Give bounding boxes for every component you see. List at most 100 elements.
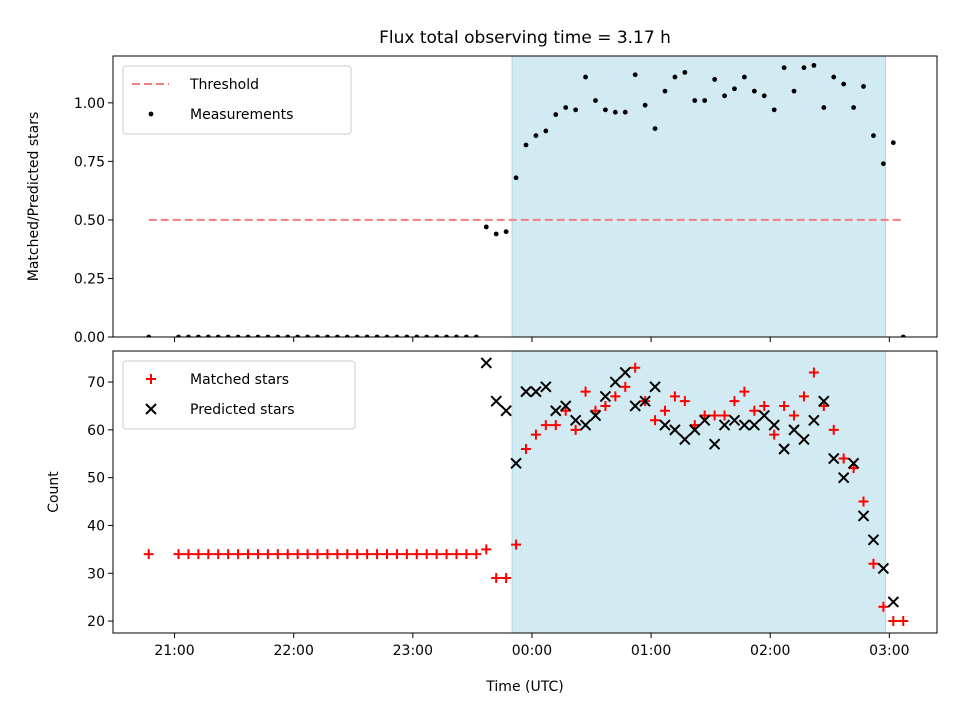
y-tick-label: 40 [87,518,105,534]
series-matched-stars [143,362,909,627]
measurement-point [205,334,211,337]
predicted-star-point [500,405,512,417]
predicted-star-point [530,385,542,398]
predicted-star-point [520,385,532,398]
measurement-point [622,109,628,115]
measurement-point [285,334,291,337]
predicted-star-point [659,419,671,431]
measurement-point [424,334,430,337]
measurement-point [861,84,866,89]
matched-star-point [292,549,303,560]
measurement-point [702,98,708,103]
matched-star-point [382,549,393,560]
measurement-point [235,334,241,337]
matched-star-point [749,405,760,416]
predicted-star-point [599,390,612,403]
measurement-point [225,334,231,337]
matched-star-point [342,549,353,560]
measurement-point [334,334,340,337]
predicted-star-point [718,419,731,431]
matched-star-point [213,549,224,560]
measurement-point [781,65,787,71]
matched-star-point [570,424,581,435]
matched-star-point [808,367,819,378]
measurement-point [593,98,598,103]
matched-star-point [481,544,492,555]
matched-star-point [461,549,472,560]
matched-star-point [322,549,333,560]
panel-2: 20 30 40 50 60 70 21:00 22:00 23:00 00:00 01:00 02:… [46,350,938,659]
matched-star-point [550,420,561,431]
matched-star-point [421,549,432,560]
measurement-point [315,334,320,337]
predicted-star-point [579,419,592,431]
matched-star-point [372,549,383,560]
measurement-point [672,74,678,80]
series-predicted-stars [480,357,900,608]
matched-star-point [391,549,402,560]
measurement-point [563,105,569,110]
measurement-point [245,334,251,337]
measurement-point [751,88,757,94]
predicted-star-point [649,381,661,393]
plot-area [146,62,906,337]
x-tick-label: 22:00 [274,643,314,659]
matched-star-point [471,549,482,560]
matched-star-point [560,405,571,416]
measurement-point [692,98,698,103]
observing-window [511,350,886,634]
matched-star-point [769,429,780,440]
predicted-star-point [629,400,641,412]
legend-marker-measurements [148,111,154,117]
measurement-point [483,224,489,230]
measurement-point [394,334,400,337]
x-tick-label: 00:00 [512,643,552,659]
measurement-point [354,334,360,337]
measurement-point [414,334,420,337]
matched-star-point [868,558,879,569]
matched-star-point [650,415,661,426]
x-tick-label: 23:00 [393,643,433,659]
measurement-point [682,69,688,75]
matched-star-point [540,420,551,431]
measurement-point [890,140,896,146]
measurement-point [255,334,261,337]
legend-marker-matched [146,374,156,384]
predicted-star-point [689,424,701,436]
matched-star-point [143,549,154,560]
predicted-star-point [708,438,721,450]
predicted-star-point [887,596,900,608]
measurement-point [851,105,857,110]
matched-star-point [620,381,631,392]
matched-star-point [411,549,422,560]
measurement-point [603,107,608,113]
y-tick-label: 30 [87,566,105,582]
x-tick-label: 21:00 [154,643,194,659]
measurement-point [325,334,330,337]
predicted-star-point [828,452,840,465]
predicted-star-point [818,395,830,407]
matched-star-point [679,396,690,407]
matched-star-point [739,386,750,397]
measurement-point [305,334,310,337]
predicted-star-point [798,433,810,446]
y-tick-label: 0.25 [74,271,105,287]
matched-star-point [709,410,720,421]
matched-star-point [729,396,740,407]
predicted-star-point [480,357,492,369]
measurement-point [900,334,906,337]
measurement-point [712,77,718,82]
matched-star-point [580,386,591,397]
predicted-star-point [589,409,602,422]
matched-star-point [848,463,859,474]
y-tick-label: 0.00 [74,330,105,346]
predicted-star-point [788,424,800,436]
measurement-point [841,81,847,87]
predicted-star-point [569,414,582,427]
matched-star-point [759,400,770,411]
measurement-point [146,334,152,337]
legend-box [122,360,356,430]
matched-star-point [828,424,839,435]
matched-star-point [838,453,849,464]
y-tick-label: 70 [87,375,105,391]
